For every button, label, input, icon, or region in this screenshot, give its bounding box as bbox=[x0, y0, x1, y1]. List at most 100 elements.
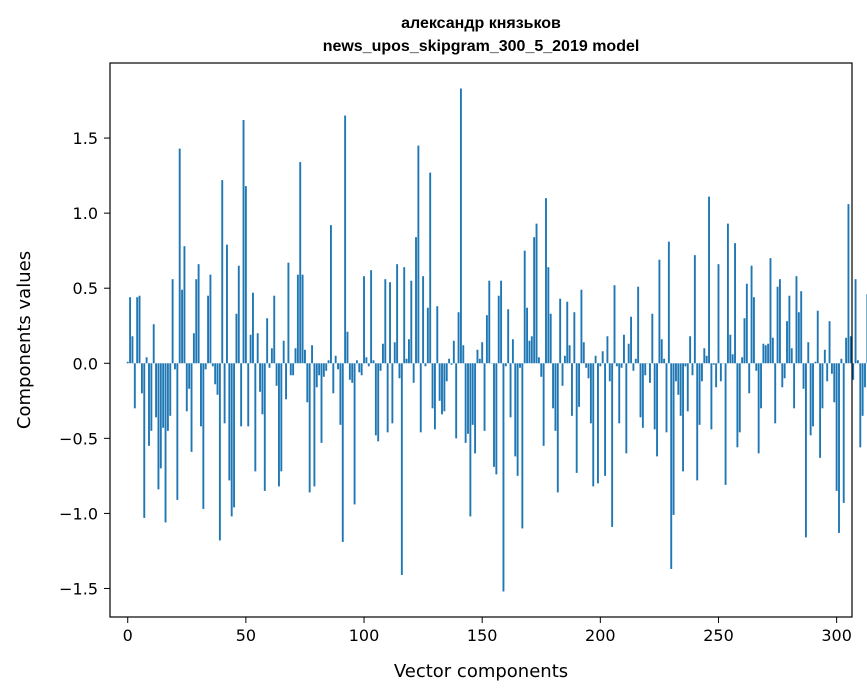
bar-component-175 bbox=[540, 363, 543, 377]
bar-component-189 bbox=[573, 312, 576, 364]
bar-component-229 bbox=[667, 241, 670, 364]
bar-component-258 bbox=[736, 363, 739, 448]
bar-component-66 bbox=[282, 340, 285, 364]
bar-component-310 bbox=[859, 363, 862, 448]
bar-component-167 bbox=[521, 363, 524, 529]
bar-component-289 bbox=[809, 363, 812, 436]
bar-component-257 bbox=[734, 243, 736, 364]
bar-component-63 bbox=[275, 363, 278, 386]
bar-component-19 bbox=[171, 279, 174, 364]
bar-component-10 bbox=[150, 363, 153, 431]
bar-component-100 bbox=[363, 276, 365, 364]
bar-component-133 bbox=[441, 363, 443, 415]
bar-component-5 bbox=[138, 295, 141, 364]
bar-component-290 bbox=[812, 363, 814, 427]
bar-component-188 bbox=[571, 363, 573, 416]
bar-component-244 bbox=[703, 348, 706, 364]
bar-component-218 bbox=[641, 363, 644, 428]
bar-component-123 bbox=[417, 145, 420, 364]
bar-component-31 bbox=[200, 363, 202, 427]
bar-component-46 bbox=[235, 313, 238, 364]
bar-component-121 bbox=[412, 363, 415, 383]
bar-component-191 bbox=[578, 363, 581, 407]
bar-component-141 bbox=[459, 88, 462, 364]
bar-component-303 bbox=[842, 363, 845, 503]
bar-component-312 bbox=[864, 363, 866, 388]
bar-component-50 bbox=[244, 186, 247, 364]
bar-component-165 bbox=[516, 363, 519, 476]
bar-component-28 bbox=[192, 333, 195, 364]
bar-component-60 bbox=[268, 363, 271, 368]
bar-component-138 bbox=[452, 340, 455, 364]
bar-component-300 bbox=[835, 363, 838, 491]
bar-component-115 bbox=[398, 363, 401, 379]
bar-component-224 bbox=[656, 363, 658, 457]
bar-component-0 bbox=[126, 361, 129, 364]
bar-component-264 bbox=[750, 265, 753, 364]
bar-component-166 bbox=[519, 363, 521, 368]
bar-component-12 bbox=[155, 363, 158, 418]
bar-component-78 bbox=[311, 345, 313, 364]
bar-component-152 bbox=[485, 315, 488, 364]
bar-component-42 bbox=[226, 244, 228, 364]
bar-component-62 bbox=[273, 295, 276, 364]
bar-component-97 bbox=[355, 360, 358, 364]
y-tick-label: 0.0 bbox=[73, 354, 98, 373]
bar-component-119 bbox=[407, 339, 410, 364]
bar-component-308 bbox=[854, 279, 857, 364]
bar-component-11 bbox=[152, 324, 155, 364]
bar-component-14 bbox=[159, 363, 162, 469]
bar-component-201 bbox=[601, 351, 604, 364]
bar-component-45 bbox=[233, 363, 236, 508]
bars-group bbox=[126, 88, 867, 592]
bar-component-54 bbox=[254, 363, 257, 472]
bar-component-25 bbox=[185, 363, 188, 412]
bar-component-215 bbox=[634, 358, 637, 364]
plot-frame bbox=[109, 62, 853, 618]
bar-component-285 bbox=[800, 291, 803, 364]
bar-component-82 bbox=[320, 363, 323, 443]
bar-component-262 bbox=[745, 283, 748, 364]
bar-component-64 bbox=[278, 363, 280, 487]
bar-component-161 bbox=[507, 309, 510, 364]
bar-component-135 bbox=[445, 363, 448, 382]
bar-component-164 bbox=[514, 363, 517, 457]
bar-component-127 bbox=[426, 307, 429, 364]
bar-component-172 bbox=[533, 237, 536, 364]
bar-component-76 bbox=[306, 363, 309, 403]
bar-component-26 bbox=[188, 363, 191, 389]
bar-component-72 bbox=[296, 274, 299, 364]
bar-component-137 bbox=[450, 363, 453, 365]
bar-component-236 bbox=[684, 363, 687, 367]
bar-component-195 bbox=[587, 363, 590, 379]
bar-component-254 bbox=[726, 223, 729, 364]
bar-component-183 bbox=[559, 298, 562, 364]
bar-component-157 bbox=[497, 295, 500, 364]
bar-component-276 bbox=[778, 279, 781, 364]
bar-component-27 bbox=[190, 363, 193, 452]
bar-component-52 bbox=[249, 334, 252, 364]
bar-component-32 bbox=[202, 363, 205, 509]
bar-component-30 bbox=[197, 264, 200, 364]
bar-component-98 bbox=[358, 363, 361, 373]
bar-component-239 bbox=[691, 363, 694, 376]
bar-component-214 bbox=[632, 363, 635, 371]
bar-component-156 bbox=[495, 363, 498, 475]
x-axis-ticks: 0 50 100 150 200 250 300 bbox=[123, 617, 852, 645]
bar-component-144 bbox=[467, 363, 469, 434]
bar-component-56 bbox=[259, 363, 261, 392]
bar-component-228 bbox=[665, 363, 668, 433]
bar-component-306 bbox=[849, 336, 852, 364]
bar-component-29 bbox=[195, 279, 198, 364]
x-tick-label: 50 bbox=[236, 626, 256, 645]
chart-title-line1: александр князьков bbox=[401, 15, 561, 32]
bar-component-197 bbox=[592, 363, 595, 487]
bar-component-131 bbox=[436, 306, 439, 364]
bar-component-15 bbox=[162, 363, 165, 428]
bar-component-101 bbox=[365, 357, 368, 364]
bar-component-87 bbox=[332, 363, 335, 394]
bar-component-110 bbox=[386, 363, 389, 433]
bar-component-199 bbox=[597, 363, 599, 484]
bar-component-170 bbox=[528, 340, 531, 364]
bar-component-217 bbox=[639, 363, 642, 418]
